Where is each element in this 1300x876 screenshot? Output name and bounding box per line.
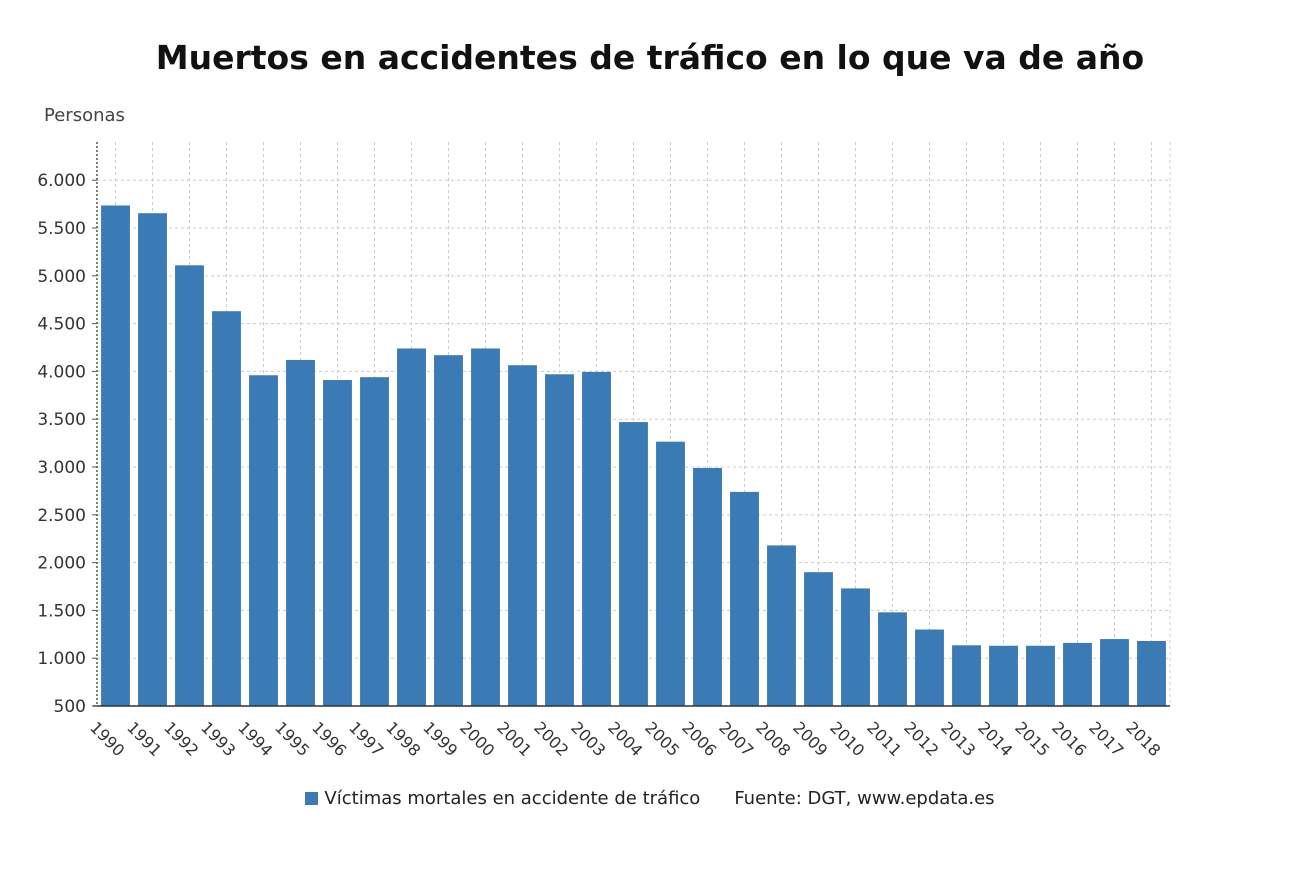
x-tick-label: 2011 xyxy=(863,718,905,760)
bar-2000 xyxy=(471,348,500,706)
legend: Víctimas mortales en accidente de tráfic… xyxy=(0,788,1300,809)
y-tick-label: 500 xyxy=(54,697,86,717)
bar-2010 xyxy=(841,588,870,706)
bar-2018 xyxy=(1137,640,1166,706)
y-tick-label: 1.000 xyxy=(37,649,86,669)
y-tick-label: 4.000 xyxy=(37,362,86,382)
y-tick-labels: 500 1.000 1.500 2.000 2.500 3.000 3.500 4.000 4.… xyxy=(37,171,97,717)
x-tick-label: 1995 xyxy=(271,718,313,760)
x-tick-label: 1992 xyxy=(160,718,202,760)
bar-1998 xyxy=(397,348,426,706)
bar-2016 xyxy=(1063,642,1092,706)
bar-2011 xyxy=(878,612,907,706)
bar-2008 xyxy=(767,545,796,706)
bar-1992 xyxy=(175,265,204,706)
bar-2013 xyxy=(952,645,981,706)
x-tick-label: 2001 xyxy=(493,718,535,760)
bar-1996 xyxy=(323,380,352,706)
bars xyxy=(101,205,1166,707)
legend-swatch xyxy=(305,792,319,805)
x-tick-label: 2003 xyxy=(567,718,609,760)
x-tick-label: 2018 xyxy=(1122,718,1164,760)
x-tick-label: 1996 xyxy=(308,718,350,760)
bar-2012 xyxy=(915,629,944,706)
y-tick-label: 4.500 xyxy=(37,315,86,335)
source-text: Fuente: DGT, www.epdata.es xyxy=(734,788,995,809)
y-tick-label: 5.000 xyxy=(37,267,86,287)
legend-series-name: Víctimas mortales en accidente de tráfic… xyxy=(324,788,701,809)
x-tick-label: 2004 xyxy=(604,718,646,760)
x-tick-label: 2010 xyxy=(826,718,868,760)
axes xyxy=(93,142,1170,707)
y-tick-label: 5.500 xyxy=(37,219,86,239)
y-tick-label: 2.000 xyxy=(37,554,86,574)
x-tick-label: 1997 xyxy=(345,718,387,760)
y-tick-label: 1.500 xyxy=(37,601,86,621)
x-tick-label: 1993 xyxy=(197,718,239,760)
bar-2009 xyxy=(804,572,833,706)
bar-2004 xyxy=(619,422,648,706)
x-tick-label: 2015 xyxy=(1011,718,1053,760)
y-tick-label: 3.000 xyxy=(37,458,86,478)
bar-2001 xyxy=(508,365,537,706)
bar-2003 xyxy=(582,371,611,706)
x-tick-label: 2013 xyxy=(937,718,979,760)
bar-2007 xyxy=(730,491,759,706)
x-tick-label: 1994 xyxy=(234,718,276,760)
bar-1997 xyxy=(360,377,389,706)
bar-2006 xyxy=(693,467,722,706)
x-tick-labels: 1990199119921993199419951996199719981999… xyxy=(86,718,1164,760)
x-tick-label: 1990 xyxy=(86,718,128,760)
bar-1990 xyxy=(101,205,130,707)
bar-2005 xyxy=(656,441,685,706)
x-tick-label: 2002 xyxy=(530,718,572,760)
y-tick-label: 6.000 xyxy=(37,171,86,191)
bar-1999 xyxy=(434,355,463,706)
x-tick-label: 2007 xyxy=(715,718,757,760)
x-tick-label: 2017 xyxy=(1085,718,1127,760)
x-tick-label: 2012 xyxy=(900,718,942,760)
chart-title: Muertos en accidentes de tráfico en lo q… xyxy=(155,38,1145,77)
bar-2017 xyxy=(1100,639,1129,706)
bar-2014 xyxy=(989,645,1018,706)
bar-1994 xyxy=(249,375,278,706)
x-tick-label: 2016 xyxy=(1048,718,1090,760)
x-tick-label: 1991 xyxy=(123,718,165,760)
x-tick-label: 2008 xyxy=(752,718,794,760)
y-axis-label: Personas xyxy=(44,105,125,126)
x-tick-label: 2006 xyxy=(678,718,720,760)
bar-1993 xyxy=(212,311,241,706)
x-tick-label: 2000 xyxy=(456,718,498,760)
x-tick-label: 1999 xyxy=(419,718,461,760)
bar-1995 xyxy=(286,359,315,706)
bar-1991 xyxy=(138,213,167,706)
bar-2002 xyxy=(545,374,574,706)
x-tick-label: 2014 xyxy=(974,718,1016,760)
y-tick-label: 2.500 xyxy=(37,506,86,526)
bar-2015 xyxy=(1026,645,1055,706)
x-tick-label: 2009 xyxy=(789,718,831,760)
x-tick-label: 2005 xyxy=(641,718,683,760)
x-tick-label: 1998 xyxy=(382,718,424,760)
y-tick-label: 3.500 xyxy=(37,410,86,430)
